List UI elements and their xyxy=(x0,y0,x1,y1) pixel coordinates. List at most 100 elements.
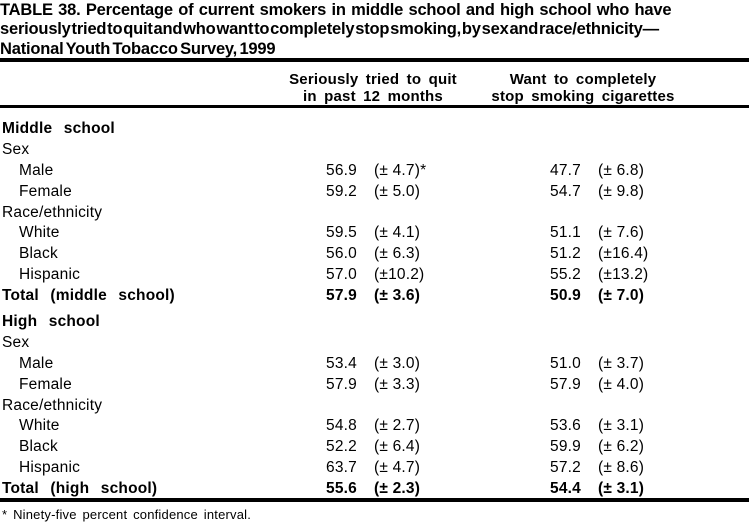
col1-value: 55.6 xyxy=(326,480,357,498)
col2-ci: (±16.4) xyxy=(598,245,649,263)
row-label: Middle school xyxy=(2,120,115,137)
table-row-group: Race/ethnicity xyxy=(0,203,749,224)
col1-ci: (±10.2) xyxy=(374,266,425,284)
row-label: Sex xyxy=(2,140,30,158)
row-label: Male xyxy=(19,161,54,179)
col1-ci: (± 4.7) xyxy=(374,459,421,477)
column-header-tried-to-quit: Seriously tried to quit in past 12 month… xyxy=(273,71,473,105)
high-school-section: High school Sex Male 53.4 (± 3.0) 51.0 (… xyxy=(0,312,749,500)
table-row-section: High school xyxy=(0,312,749,333)
table-row-group: Race/ethnicity xyxy=(0,396,749,417)
col2-ci: (±13.2) xyxy=(598,266,649,284)
table-row: Black 52.2 (± 6.4) 59.9 (± 6.2) xyxy=(0,437,749,458)
column-header-line: in past 12 months xyxy=(303,87,443,105)
col1-ci: (± 2.3) xyxy=(374,480,421,498)
col1-ci: (± 5.0) xyxy=(374,182,421,200)
middle-school-section: Middle school Sex Male 56.9 (± 4.7)* 47.… xyxy=(0,119,749,307)
col1-value: 56.9 xyxy=(326,161,357,179)
col1-value: 59.5 xyxy=(326,224,357,242)
row-label: Race/ethnicity xyxy=(2,203,103,221)
col2-ci: (± 6.8) xyxy=(598,161,645,179)
table-row: Black 56.0 (± 6.3) 51.2 (±16.4) xyxy=(0,244,749,265)
row-label: Race/ethnicity xyxy=(2,396,103,414)
col2-value: 47.7 xyxy=(550,161,581,179)
col2-value: 51.2 xyxy=(550,245,581,263)
row-label: Hispanic xyxy=(19,459,81,477)
col1-value: 56.0 xyxy=(326,245,357,263)
col2-value: 50.9 xyxy=(550,287,581,305)
col1-value: 57.9 xyxy=(326,287,357,305)
col1-value: 53.4 xyxy=(326,354,357,372)
col1-ci: (± 4.1) xyxy=(374,224,421,242)
col2-value: 55.2 xyxy=(550,266,581,284)
column-header-line: Want to completely xyxy=(509,71,657,88)
table-row: Female 57.9 (± 3.3) 57.9 (± 4.0) xyxy=(0,375,749,396)
row-label: Hispanic xyxy=(19,266,81,284)
row-label: Male xyxy=(19,354,54,372)
table-row-total: Total (middle school) 57.9 (± 3.6) 50.9 … xyxy=(0,286,749,307)
row-label: White xyxy=(19,417,60,435)
table-row-section: Middle school xyxy=(0,119,749,140)
col2-value: 59.9 xyxy=(550,438,581,456)
row-label: Sex xyxy=(2,333,30,351)
col2-ci: (± 3.7) xyxy=(598,354,645,372)
col2-ci: (± 7.0) xyxy=(598,287,645,305)
col1-value: 52.2 xyxy=(326,438,357,456)
col2-ci: (± 3.1) xyxy=(598,417,645,435)
row-label: Female xyxy=(19,182,72,200)
col2-value: 57.2 xyxy=(550,459,581,477)
col2-value: 57.9 xyxy=(550,375,581,393)
table-row: White 54.8 (± 2.7) 53.6 (± 3.1) xyxy=(0,416,749,437)
table-row: White 59.5 (± 4.1) 51.1 (± 7.6) xyxy=(0,223,749,244)
table-row: Male 56.9 (± 4.7)* 47.7 (± 6.8) xyxy=(0,161,749,182)
col2-ci: (± 4.0) xyxy=(598,375,645,393)
table-row: Male 53.4 (± 3.0) 51.0 (± 3.7) xyxy=(0,354,749,375)
table-row: Hispanic 57.0 (±10.2) 55.2 (±13.2) xyxy=(0,265,749,286)
col2-ci: (± 6.2) xyxy=(598,438,645,456)
header-rule xyxy=(0,105,749,108)
table-title: TABLE 38. Percentage of current smokers … xyxy=(0,1,749,59)
col2-value: 51.0 xyxy=(550,354,581,372)
table-row: Female 59.2 (± 5.0) 54.7 (± 9.8) xyxy=(0,182,749,203)
column-header-line: Seriously tried to quit xyxy=(289,71,457,88)
table-title-line3: National Youth Tobacco Survey, 1999 xyxy=(0,39,276,58)
row-label: Total (middle school) xyxy=(2,287,175,305)
col2-value: 53.6 xyxy=(550,417,581,435)
top-rule xyxy=(0,58,749,62)
col2-value: 51.1 xyxy=(550,224,581,242)
col1-value: 54.8 xyxy=(326,417,357,435)
col1-ci: (± 3.3) xyxy=(374,375,421,393)
table-row: Hispanic 63.7 (± 4.7) 57.2 (± 8.6) xyxy=(0,458,749,479)
col2-value: 54.7 xyxy=(550,182,581,200)
table-row-group: Sex xyxy=(0,140,749,161)
col1-ci: (± 3.0) xyxy=(374,354,421,372)
row-label: High school xyxy=(2,313,100,330)
row-label: Total (high school) xyxy=(2,480,158,498)
col2-value: 54.4 xyxy=(550,480,581,498)
col2-ci: (± 3.1) xyxy=(598,480,645,498)
col1-value: 57.0 xyxy=(326,266,357,284)
table-row-total: Total (high school) 55.6 (± 2.3) 54.4 (±… xyxy=(0,479,749,500)
col2-ci: (± 8.6) xyxy=(598,459,645,477)
table-title-line2: seriously tried to quit and who want to … xyxy=(0,20,659,39)
col1-ci: (± 3.6) xyxy=(374,287,421,305)
row-label: Black xyxy=(19,438,58,456)
col2-ci: (± 9.8) xyxy=(598,182,645,200)
col1-value: 59.2 xyxy=(326,182,357,200)
col1-value: 63.7 xyxy=(326,459,357,477)
row-label: Female xyxy=(19,375,72,393)
column-header-line: stop smoking cigarettes xyxy=(491,87,675,105)
table-row-group: Sex xyxy=(0,333,749,354)
col2-ci: (± 7.6) xyxy=(598,224,645,242)
row-label: Black xyxy=(19,245,58,263)
footnote: * Ninety-five percent confidence interva… xyxy=(2,507,252,522)
col1-value: 57.9 xyxy=(326,375,357,393)
col1-ci: (± 6.4) xyxy=(374,438,421,456)
column-header-stop-smoking: Want to completely stop smoking cigarett… xyxy=(483,71,683,105)
col1-ci: (± 6.3) xyxy=(374,245,421,263)
row-label: White xyxy=(19,224,60,242)
bottom-rule xyxy=(0,498,749,502)
col1-ci: (± 2.7) xyxy=(374,417,421,435)
table-title-line1: TABLE 38. Percentage of current smokers … xyxy=(0,1,672,19)
